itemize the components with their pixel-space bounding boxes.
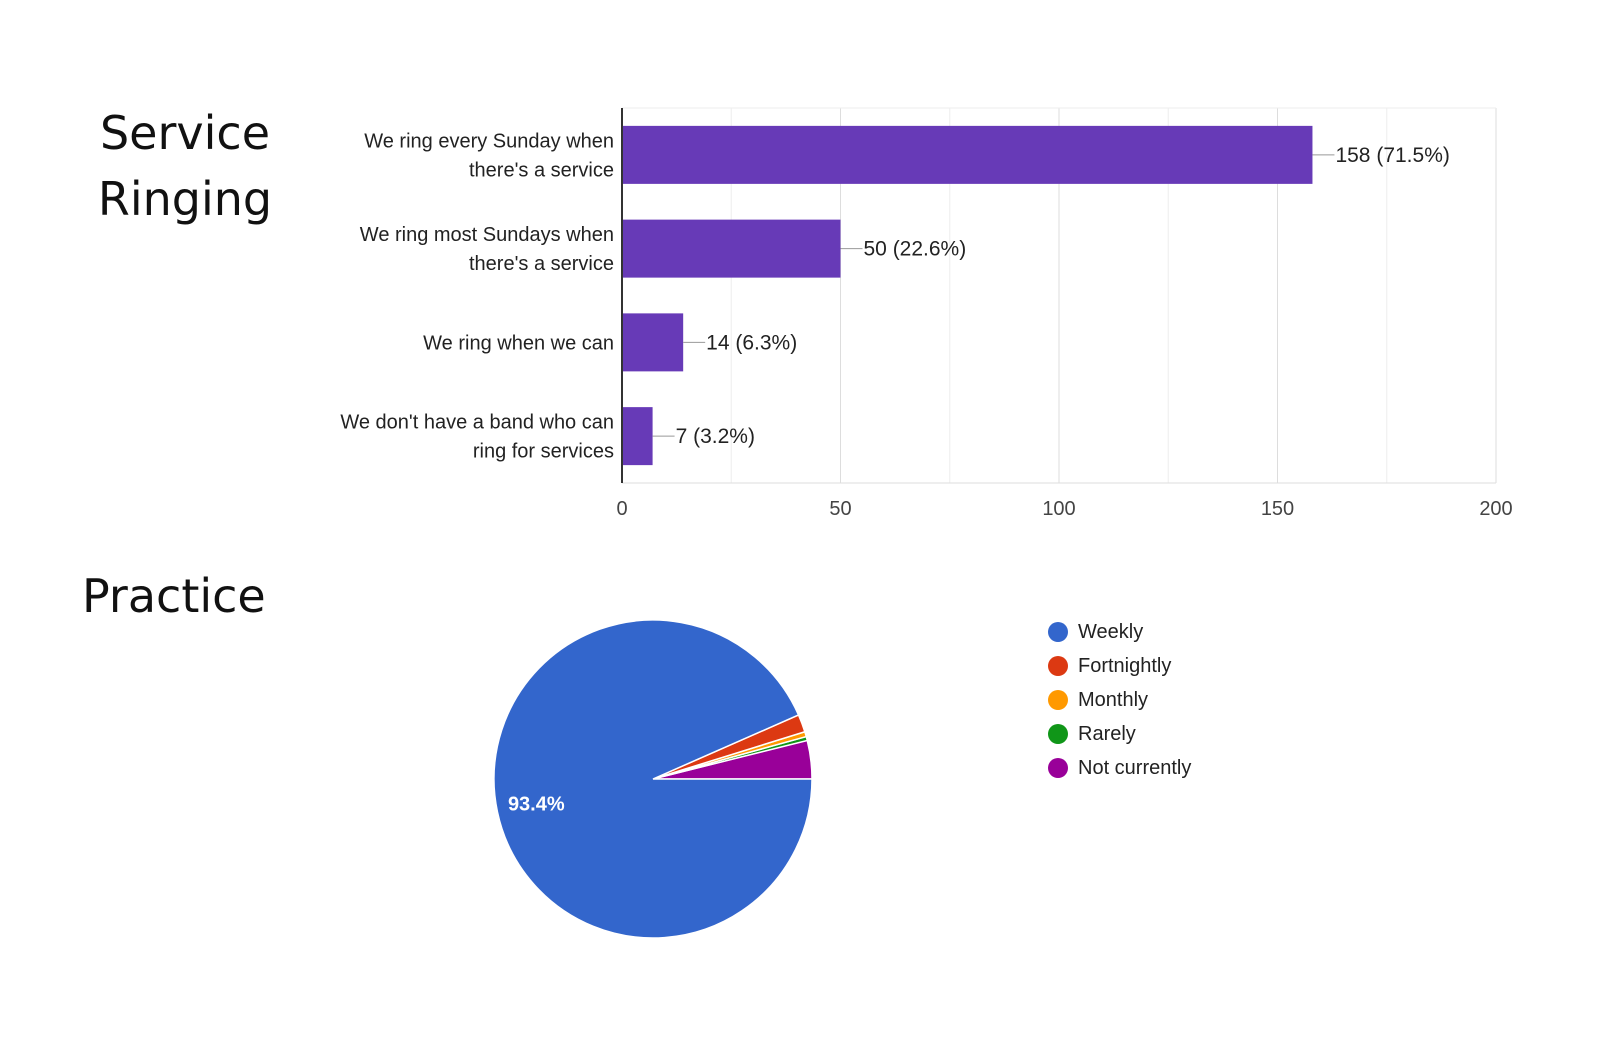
practice-legend: Weekly Fortnightly Monthly Rarely Not curren… [1048,615,1191,785]
x-tick-label: 50 [829,498,851,520]
legend-swatch [1048,622,1068,642]
legend-label: Monthly [1078,688,1149,711]
x-tick-label: 150 [1261,498,1294,520]
category-label: We ring when we can [423,332,614,354]
legend-item: Weekly [1048,615,1191,649]
legend-swatch [1048,656,1068,676]
practice-title: Practice [82,569,266,623]
bar [622,219,841,278]
x-tick-label: 200 [1479,498,1512,520]
category-label: there's a service [469,253,614,275]
legend-item: Not currently [1048,751,1191,785]
data-label: 7 (3.2%) [676,425,755,448]
legend-item: Monthly [1048,683,1191,717]
category-label: ring for services [473,441,614,463]
category-label: We ring most Sundays when [360,224,614,246]
legend-item: Rarely [1048,717,1191,751]
data-label: 158 (71.5%) [1335,144,1449,167]
legend-label: Rarely [1078,722,1136,745]
bar [622,407,653,466]
legend-swatch [1048,690,1068,710]
legend-label: Weekly [1078,620,1144,643]
legend-item: Fortnightly [1048,649,1191,683]
data-label: 14 (6.3%) [706,331,797,354]
bar [622,125,1313,184]
x-tick-label: 0 [616,498,627,520]
bar [622,313,684,372]
category-label: there's a service [469,159,614,181]
data-label: 50 (22.6%) [864,238,967,261]
legend-label: Not currently [1078,756,1192,779]
legend-swatch [1048,724,1068,744]
legend-label: Fortnightly [1078,654,1172,677]
service-ringing-title: Service Ringing [97,106,273,226]
x-tick-label: 100 [1042,498,1075,520]
legend-swatch [1048,758,1068,778]
category-label: We ring every Sunday when [364,130,614,152]
category-label: We don't have a band who can [340,412,614,434]
